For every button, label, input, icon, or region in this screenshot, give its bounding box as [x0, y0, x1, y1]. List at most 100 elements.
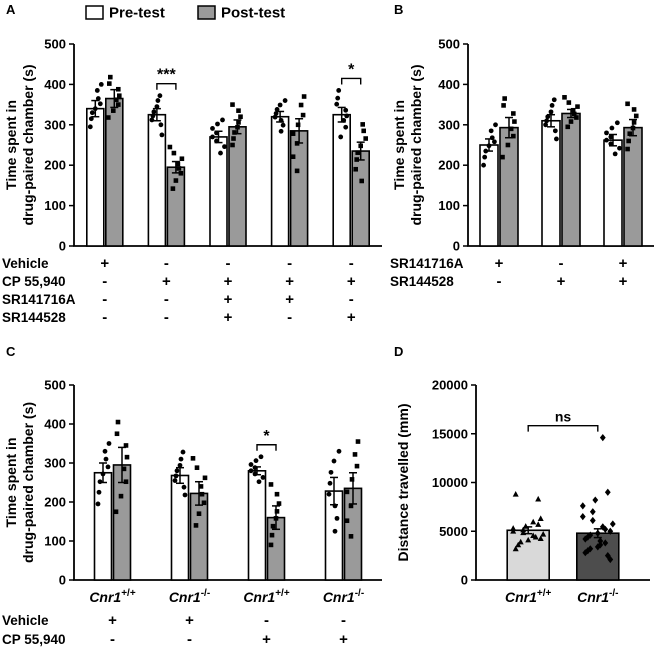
data-point-diamond: [609, 520, 616, 528]
bar-Post-test: [623, 126, 643, 247]
data-point-diamond: [582, 549, 589, 557]
data-point-square: [116, 102, 121, 107]
data-point-square: [566, 100, 572, 105]
data-point-square: [625, 146, 630, 152]
data-point-square: [355, 439, 361, 444]
data-point-circle: [482, 154, 488, 160]
data-point-square: [113, 509, 119, 515]
data-point-square: [190, 456, 196, 461]
data-point-triangle: [537, 515, 544, 521]
data-point-square: [511, 111, 516, 116]
data-point-circle: [181, 484, 187, 490]
data-point-square: [175, 161, 181, 167]
data-point-square: [508, 126, 514, 132]
data-point-circle: [88, 116, 94, 122]
data-point-circle: [97, 479, 103, 485]
data-point-square: [124, 454, 130, 460]
matrix-sign: -: [341, 612, 346, 629]
data-point-circle: [612, 151, 618, 157]
data-point-circle: [604, 130, 609, 136]
data-point-circle: [332, 528, 338, 534]
significance-label: *: [348, 61, 355, 78]
data-point-square: [274, 491, 280, 497]
panel-d-chart: D 0 5000 10000 15000 20000 Distance travelled …: [388, 340, 660, 668]
data-point-circle: [483, 148, 489, 154]
data-point-circle: [332, 503, 338, 509]
data-point-circle: [549, 103, 555, 108]
data-point-square: [562, 95, 567, 100]
bar-Pre-test: [332, 113, 352, 247]
gene-name: Cnr1: [323, 589, 355, 605]
data-point-circle: [488, 128, 494, 134]
bar-Pre-test: [170, 474, 190, 581]
data-point-square: [298, 102, 304, 108]
data-point-square: [179, 156, 185, 162]
data-point-square: [353, 166, 358, 172]
y-tick-label: 500: [438, 37, 460, 52]
data-point-square: [511, 133, 516, 139]
data-point-diamond: [607, 527, 614, 535]
data-point-circle: [182, 492, 188, 498]
data-point-square: [118, 493, 124, 499]
data-point-square: [570, 107, 576, 113]
data-point-circle: [94, 88, 100, 93]
data-point-circle: [343, 107, 349, 113]
matrix-sign: +: [162, 273, 171, 290]
data-point-triangle: [520, 529, 527, 536]
panel-letter: D: [394, 344, 403, 359]
data-point-diamond: [604, 488, 611, 496]
data-point-diamond: [604, 552, 611, 560]
data-point-diamond: [587, 531, 594, 539]
data-point-circle: [273, 111, 279, 116]
data-point-circle: [543, 122, 548, 128]
matrix-sign: -: [102, 309, 107, 326]
matrix-sign: +: [262, 631, 271, 648]
data-point-circle: [92, 106, 98, 112]
gene-name: Cnr1: [243, 589, 275, 605]
legend-label-1: Post-test: [221, 5, 285, 22]
y-tick-label: 200: [44, 158, 66, 173]
data-point-square: [363, 136, 368, 141]
significance-bracket: [256, 444, 277, 451]
data-point-circle: [545, 114, 551, 120]
significance-bracket: [341, 77, 362, 85]
data-point-circle: [214, 138, 219, 144]
bar-Pre-test: [270, 115, 290, 247]
y-axis-label: Time spent in: [391, 100, 407, 190]
data-point-circle: [149, 117, 155, 123]
gene-superscript: +/+: [275, 588, 290, 599]
y-tick-label: 400: [44, 77, 66, 92]
data-point-square: [268, 542, 274, 548]
data-point-circle: [155, 98, 161, 103]
data-point-square: [290, 154, 296, 160]
data-point-circle: [326, 491, 332, 497]
data-point-diamond: [584, 533, 591, 541]
data-point-diamond: [584, 547, 591, 555]
matrix-sign: +: [224, 273, 233, 290]
data-point-circle: [277, 102, 283, 108]
bar-Post-test: [289, 130, 309, 247]
data-point-triangle: [540, 530, 547, 537]
data-point-square: [114, 431, 120, 437]
data-point-circle: [252, 471, 258, 477]
matrix-row-label: Vehicle: [2, 613, 49, 628]
data-point-circle: [106, 441, 112, 446]
data-point-triangle: [535, 521, 542, 527]
data-point-square: [361, 128, 366, 134]
data-point-square: [354, 463, 360, 469]
x-tick-label: Cnr1-/-: [323, 588, 364, 605]
data-point-circle: [89, 110, 95, 116]
data-point-square: [565, 124, 571, 130]
matrix-row-label: SR144528: [390, 274, 454, 289]
data-point-square: [232, 130, 237, 135]
data-point-circle: [210, 126, 215, 131]
data-point-circle: [492, 139, 497, 145]
data-point-circle: [158, 122, 164, 128]
data-point-circle: [177, 462, 183, 468]
panel-letter: A: [6, 2, 16, 17]
gene-name: Cnr1: [505, 589, 537, 605]
data-point-square: [121, 466, 127, 472]
data-point-square: [354, 157, 359, 162]
data-point-square: [194, 465, 200, 470]
matrix-sign: -: [226, 255, 231, 272]
